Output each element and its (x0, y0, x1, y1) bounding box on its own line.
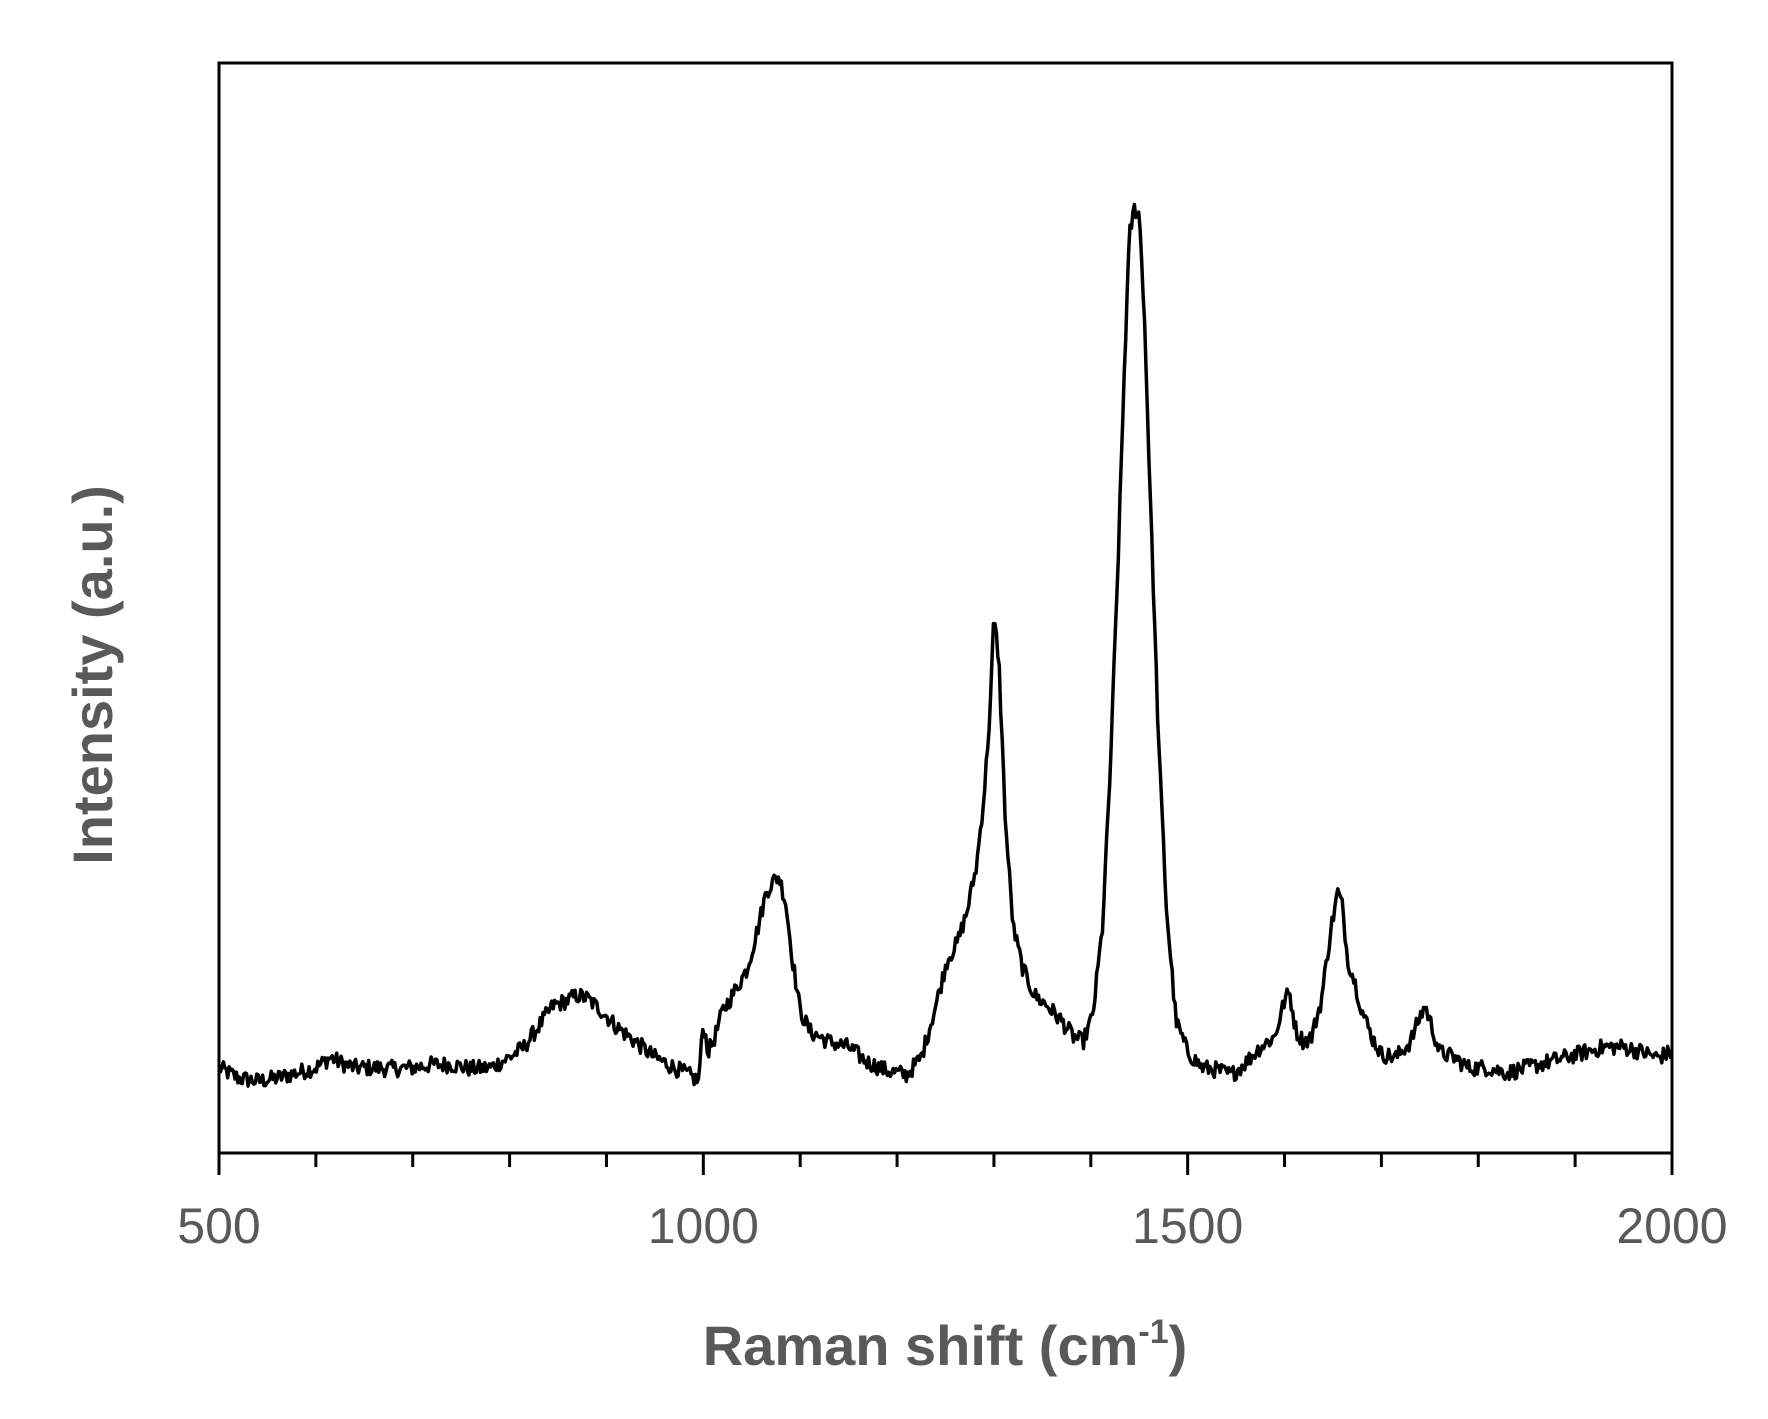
y-axis-title: Intensity (a.u.) (61, 485, 124, 865)
x-tick-label: 2000 (1616, 1198, 1727, 1254)
x-axis-tick-labels: 500 1000 1500 2000 (177, 1198, 1727, 1254)
x-tick-label: 500 (177, 1198, 260, 1254)
plot-area-border (217, 61, 1674, 1155)
x-tick-label: 1000 (648, 1198, 759, 1254)
x-axis-ticks (217, 1153, 1674, 1175)
x-axis-title: Raman shift (cm-1) (703, 1313, 1188, 1377)
x-tick-label: 1500 (1132, 1198, 1243, 1254)
series-line (217, 202, 1674, 1088)
